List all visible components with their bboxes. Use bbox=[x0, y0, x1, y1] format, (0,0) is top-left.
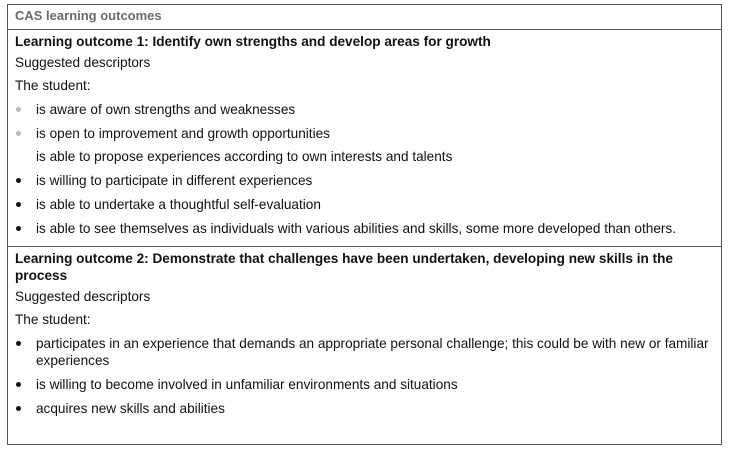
learning-outcome-1: Learning outcome 1: Identify own strengt… bbox=[8, 30, 721, 247]
list-item: is willing to participate in different e… bbox=[15, 172, 711, 189]
student-intro: The student: bbox=[15, 312, 91, 327]
descriptor-text: acquires new skills and abilities bbox=[36, 401, 225, 416]
list-item: is open to improvement and growth opport… bbox=[15, 125, 711, 142]
descriptor-list: participates in an experience that deman… bbox=[15, 335, 711, 417]
descriptor-text: is willing to become involved in unfamil… bbox=[36, 377, 458, 392]
outcome-title: Learning outcome 1: Identify own strengt… bbox=[15, 34, 491, 49]
cas-outcomes-table: CAS learning outcomes Learning outcome 1… bbox=[7, 4, 722, 445]
bullet-icon bbox=[16, 382, 21, 387]
list-item: is able to propose experiences according… bbox=[15, 148, 711, 165]
bullet-icon bbox=[16, 107, 21, 112]
descriptor-text: is willing to participate in different e… bbox=[36, 173, 313, 188]
bullet-icon bbox=[16, 202, 21, 207]
suggested-descriptors-label: Suggested descriptors bbox=[15, 55, 151, 70]
list-item: acquires new skills and abilities bbox=[15, 400, 711, 417]
bullet-icon bbox=[16, 178, 21, 183]
descriptor-text: is able to undertake a thoughtful self-e… bbox=[36, 197, 321, 212]
list-item: is willing to become involved in unfamil… bbox=[15, 376, 711, 393]
list-item: is able to see themselves as individuals… bbox=[15, 220, 711, 237]
bullet-icon bbox=[16, 406, 21, 411]
outcome-title: Learning outcome 2: Demonstrate that cha… bbox=[15, 251, 673, 283]
bullet-icon bbox=[16, 131, 21, 136]
descriptor-text: is able to propose experiences according… bbox=[36, 149, 453, 164]
list-item: participates in an experience that deman… bbox=[15, 335, 711, 369]
student-intro: The student: bbox=[15, 78, 91, 93]
learning-outcome-2: Learning outcome 2: Demonstrate that cha… bbox=[8, 247, 721, 417]
descriptor-list: is aware of own strengths and weaknesses… bbox=[15, 101, 711, 237]
descriptor-text: participates in an experience that deman… bbox=[36, 336, 709, 368]
list-item: is able to undertake a thoughtful self-e… bbox=[15, 196, 711, 213]
table-header: CAS learning outcomes bbox=[8, 5, 721, 30]
bullet-icon bbox=[16, 341, 21, 346]
list-item: is aware of own strengths and weaknesses bbox=[15, 101, 711, 118]
descriptor-text: is able to see themselves as individuals… bbox=[36, 221, 676, 236]
bullet-icon bbox=[16, 226, 21, 231]
descriptor-text: is aware of own strengths and weaknesses bbox=[36, 102, 296, 117]
suggested-descriptors-label: Suggested descriptors bbox=[15, 289, 151, 304]
descriptor-text: is open to improvement and growth opport… bbox=[36, 126, 330, 141]
